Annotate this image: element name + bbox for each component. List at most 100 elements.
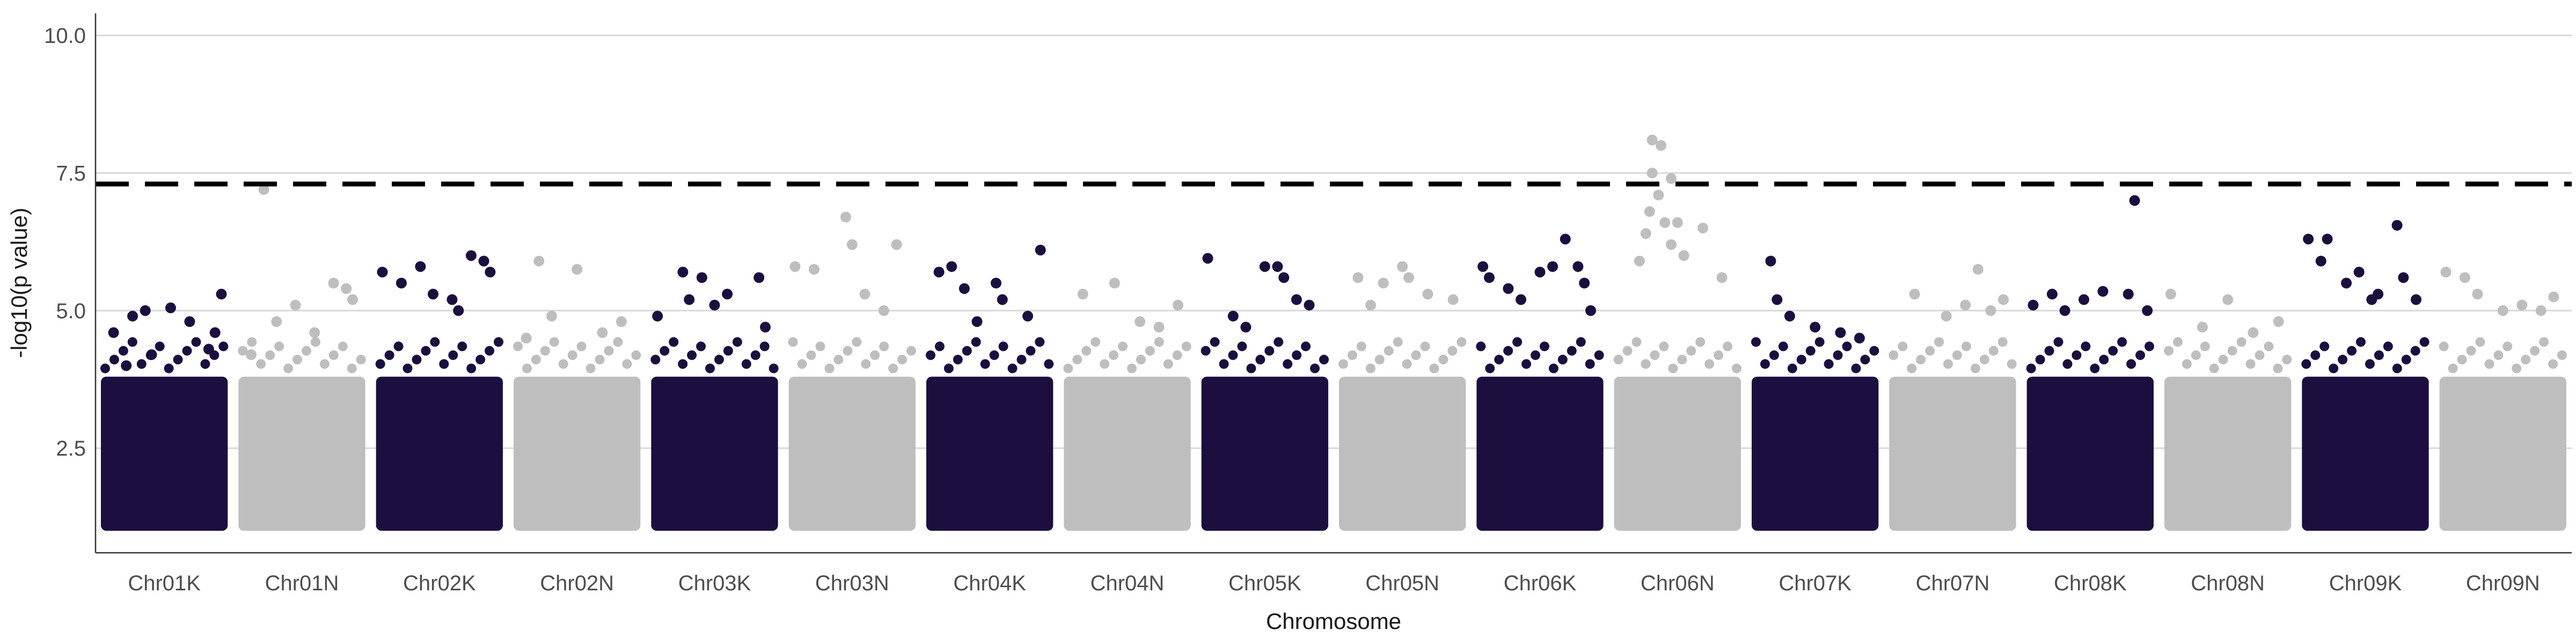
band-edge-point bbox=[2182, 359, 2192, 369]
band-edge-point bbox=[1778, 341, 1788, 352]
band-edge-point bbox=[2338, 355, 2348, 365]
band-edge-point bbox=[283, 363, 294, 374]
band-edge-point bbox=[2383, 341, 2393, 352]
x-axis-title: Chromosome bbox=[1266, 609, 1401, 634]
chromosome-band bbox=[2439, 376, 2566, 531]
band-edge-point bbox=[1805, 346, 1816, 356]
snp-point bbox=[760, 321, 771, 333]
x-tick-label: Chr05N bbox=[1365, 572, 1439, 595]
band-edge-point bbox=[1686, 346, 1696, 356]
snp-point bbox=[2197, 321, 2208, 333]
snp-point bbox=[140, 305, 151, 316]
band-edge-point bbox=[540, 346, 550, 356]
band-edge-point bbox=[2466, 346, 2476, 356]
snp-point bbox=[1035, 244, 1046, 255]
band-edge-point bbox=[1723, 341, 1733, 352]
band-edge-point bbox=[1365, 363, 1375, 374]
band-edge-point bbox=[2356, 337, 2366, 347]
snp-point bbox=[2222, 294, 2234, 305]
band-edge-point bbox=[613, 337, 623, 347]
band-edge-point bbox=[897, 355, 908, 365]
band-edge-point bbox=[595, 355, 605, 365]
band-edge-point bbox=[301, 346, 311, 356]
band-edge-point bbox=[412, 355, 422, 365]
band-edge-point bbox=[2172, 337, 2183, 347]
band-edge-point bbox=[631, 350, 641, 360]
band-edge-point bbox=[1567, 346, 1577, 356]
x-tick-label: Chr06N bbox=[1641, 572, 1715, 595]
band-edge-point bbox=[980, 359, 990, 369]
band-edge-point bbox=[347, 363, 357, 374]
band-edge-point bbox=[1860, 355, 1870, 365]
band-edge-point bbox=[1283, 359, 1293, 369]
band-edge-point bbox=[586, 363, 596, 374]
band-edge-point bbox=[238, 346, 248, 356]
chromosome-band bbox=[1889, 376, 2016, 531]
band-edge-point bbox=[118, 346, 128, 356]
band-edge-point bbox=[1668, 363, 1678, 374]
band-edge-point bbox=[1016, 355, 1027, 365]
band-edge-point bbox=[1961, 341, 1971, 352]
band-edge-point bbox=[788, 337, 798, 347]
chromosome-band bbox=[514, 376, 641, 531]
band-edge-point bbox=[1997, 337, 2008, 347]
band-edge-point bbox=[265, 350, 275, 360]
snp-point bbox=[1640, 228, 1651, 239]
snp-point bbox=[1547, 261, 1558, 272]
snp-point bbox=[1077, 289, 1088, 300]
chromosome-band bbox=[651, 376, 778, 531]
band-edge-point bbox=[1301, 341, 1311, 352]
snp-point bbox=[2497, 305, 2508, 316]
snp-point bbox=[846, 239, 858, 250]
x-tick-label: Chr06K bbox=[1504, 572, 1577, 595]
band-edge-point bbox=[155, 341, 165, 352]
snp-point bbox=[1960, 299, 1971, 311]
band-edge-point bbox=[714, 355, 724, 365]
snp-point bbox=[1173, 299, 1184, 311]
band-edge-point bbox=[1420, 341, 1430, 352]
snp-point bbox=[696, 272, 707, 283]
band-edge-point bbox=[1925, 346, 1935, 356]
snp-point bbox=[1765, 255, 1776, 267]
chromosome-band bbox=[1201, 376, 1328, 531]
band-edge-point bbox=[576, 341, 587, 352]
band-edge-point bbox=[2392, 363, 2402, 374]
snp-point bbox=[1153, 321, 1165, 333]
band-edge-point bbox=[1952, 350, 1962, 360]
band-edge-point bbox=[2227, 346, 2237, 356]
band-edge-point bbox=[319, 359, 330, 369]
snp-point bbox=[878, 305, 889, 316]
band-edge-point bbox=[338, 341, 348, 352]
band-edge-point bbox=[2218, 355, 2228, 365]
band-edge-point bbox=[1063, 363, 1073, 374]
snp-point bbox=[347, 294, 358, 305]
band-edge-point bbox=[2484, 359, 2494, 369]
band-edge-point bbox=[1641, 359, 1651, 369]
band-edge-point bbox=[2245, 359, 2256, 369]
snp-point bbox=[209, 327, 221, 338]
snp-point bbox=[1678, 250, 1689, 261]
band-edge-point bbox=[2209, 363, 2219, 374]
snp-point bbox=[1477, 261, 1489, 272]
snp-point bbox=[572, 264, 583, 275]
band-edge-point bbox=[1411, 350, 1421, 360]
band-edge-point bbox=[2007, 359, 2017, 369]
band-edge-point bbox=[1081, 346, 1092, 356]
band-edge-point bbox=[182, 346, 192, 356]
band-edge-point bbox=[1356, 341, 1366, 352]
band-edge-point bbox=[2117, 337, 2127, 347]
band-edge-point bbox=[1503, 346, 1513, 356]
band-edge-point bbox=[1044, 359, 1054, 369]
snp-point bbox=[2248, 327, 2259, 338]
snp-point bbox=[290, 299, 301, 311]
band-edge-point bbox=[2044, 346, 2054, 356]
band-edge-point bbox=[2273, 363, 2283, 374]
band-edge-point bbox=[650, 355, 661, 365]
band-edge-point bbox=[1228, 350, 1238, 360]
band-edge-point bbox=[1751, 337, 1761, 347]
snp-point bbox=[546, 311, 557, 322]
chromosome-band bbox=[926, 376, 1053, 531]
band-edge-point bbox=[2374, 350, 2384, 360]
band-edge-point bbox=[1201, 346, 1211, 356]
band-edge-point bbox=[1118, 341, 1128, 352]
